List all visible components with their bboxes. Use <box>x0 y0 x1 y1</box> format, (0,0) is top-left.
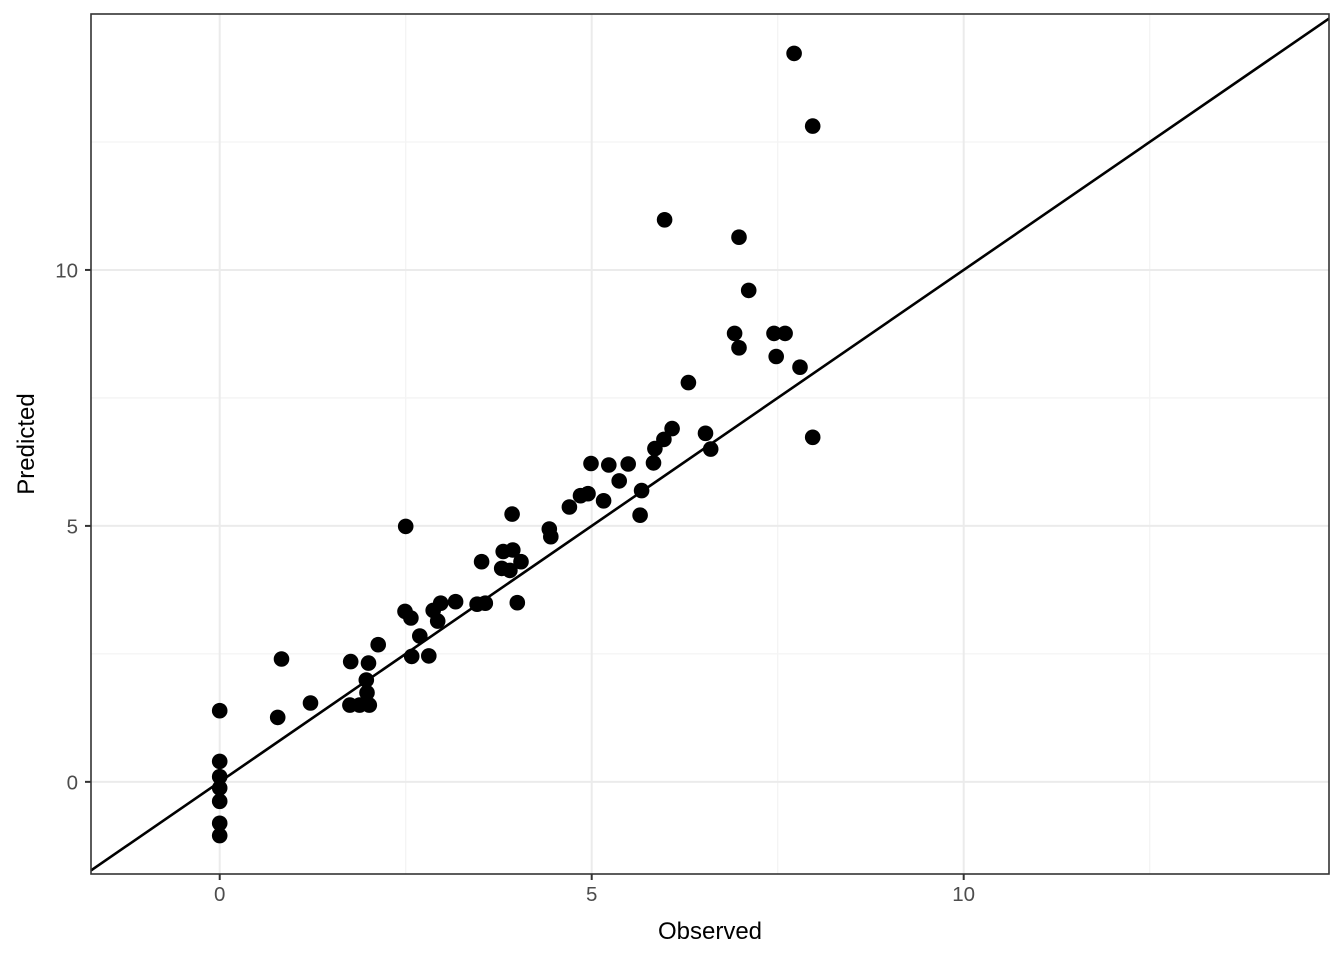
data-point <box>370 636 387 653</box>
data-point <box>473 553 490 570</box>
data-point <box>502 562 518 579</box>
data-point <box>359 685 375 701</box>
data-point <box>302 695 319 711</box>
x-axis-title: Observed <box>657 918 763 945</box>
data-point <box>505 542 521 558</box>
data-point <box>211 780 228 796</box>
y-tick-label: 10 <box>55 259 78 282</box>
data-point <box>269 709 286 726</box>
data-point <box>777 325 793 342</box>
data-point <box>595 493 612 509</box>
data-point <box>509 594 526 611</box>
data-point <box>397 518 414 535</box>
data-point <box>447 593 464 610</box>
data-point <box>601 457 617 473</box>
data-point <box>504 506 520 522</box>
x-tick-label: 10 <box>952 883 975 906</box>
data-point <box>412 628 428 644</box>
data-point <box>656 212 673 228</box>
data-point <box>211 827 228 844</box>
data-point <box>342 653 359 670</box>
data-point <box>731 340 747 356</box>
data-point <box>731 229 747 245</box>
data-point <box>211 768 228 785</box>
data-point <box>697 425 714 442</box>
data-point <box>543 528 559 545</box>
data-point <box>611 473 627 489</box>
data-point <box>664 420 680 437</box>
data-point <box>361 697 378 713</box>
data-point <box>421 648 437 664</box>
data-point <box>429 613 446 629</box>
data-point <box>680 374 697 391</box>
data-point <box>403 648 420 665</box>
data-point <box>583 455 599 472</box>
x-tick-label: 5 <box>586 883 597 906</box>
data-point <box>656 431 672 448</box>
data-point <box>702 441 719 457</box>
data-point <box>804 429 821 446</box>
data-point <box>273 651 290 667</box>
data-point <box>211 702 228 719</box>
data-point <box>740 282 757 299</box>
data-point <box>358 672 375 688</box>
data-point <box>211 793 228 810</box>
data-point <box>432 595 449 611</box>
data-point <box>561 499 578 515</box>
data-point <box>211 815 228 832</box>
data-point <box>766 325 782 342</box>
data-point <box>804 118 821 134</box>
data-point <box>632 507 648 523</box>
data-point <box>360 655 377 671</box>
data-point <box>211 753 228 770</box>
y-tick-label: 0 <box>67 771 78 794</box>
x-tick-label: 0 <box>214 883 225 906</box>
y-axis-title: Predicted <box>13 393 40 495</box>
data-point <box>726 325 743 342</box>
data-point <box>633 482 650 499</box>
data-point <box>645 455 662 471</box>
y-tick-label: 5 <box>67 515 78 538</box>
data-point <box>580 485 596 502</box>
data-point <box>513 553 529 570</box>
panel-border <box>90 13 1330 875</box>
data-point <box>768 348 784 365</box>
data-point <box>792 359 808 376</box>
data-point <box>786 45 802 62</box>
data-point <box>477 595 494 611</box>
data-point <box>403 610 419 626</box>
data-point <box>620 456 636 472</box>
